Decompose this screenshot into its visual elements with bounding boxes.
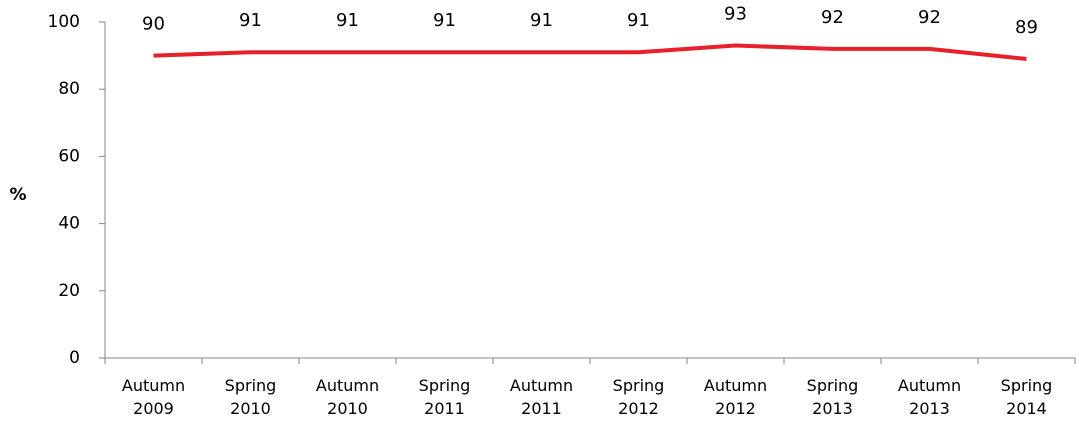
y-axis-label: % (9, 185, 26, 205)
x-tick-label: Autumn 2009 (121, 376, 186, 418)
y-tick-label: 0 (69, 348, 80, 368)
line-series (153, 43, 1027, 61)
data-label: 93 (724, 4, 747, 25)
data-label: 91 (239, 10, 262, 31)
data-label: 91 (530, 10, 553, 31)
data-label: 92 (821, 7, 844, 28)
x-tick-label: Autumn 2011 (509, 376, 574, 418)
y-tick-label: 60 (58, 146, 80, 166)
x-tick-label: Spring 2013 (806, 376, 859, 418)
y-tick-label: 20 (58, 281, 80, 301)
x-tick-label: Spring 2011 (418, 376, 471, 418)
data-label: 90 (142, 14, 165, 35)
x-tick-label: Spring 2014 (1000, 376, 1053, 418)
x-tick-label: Spring 2010 (224, 376, 277, 418)
data-label: 91 (336, 10, 359, 31)
data-label: 91 (433, 10, 456, 31)
x-tick-label: Autumn 2010 (315, 376, 380, 418)
y-tick-label: 100 (48, 12, 80, 32)
x-tick-label: Autumn 2012 (703, 376, 768, 418)
data-label: 89 (1015, 17, 1038, 38)
x-tick-label: Spring 2012 (612, 376, 665, 418)
data-label: 91 (627, 10, 650, 31)
data-label: 92 (918, 7, 941, 28)
y-tick-label: 40 (58, 214, 80, 234)
x-tick-label: Autumn 2013 (897, 376, 962, 418)
y-tick-label: 80 (58, 79, 80, 99)
